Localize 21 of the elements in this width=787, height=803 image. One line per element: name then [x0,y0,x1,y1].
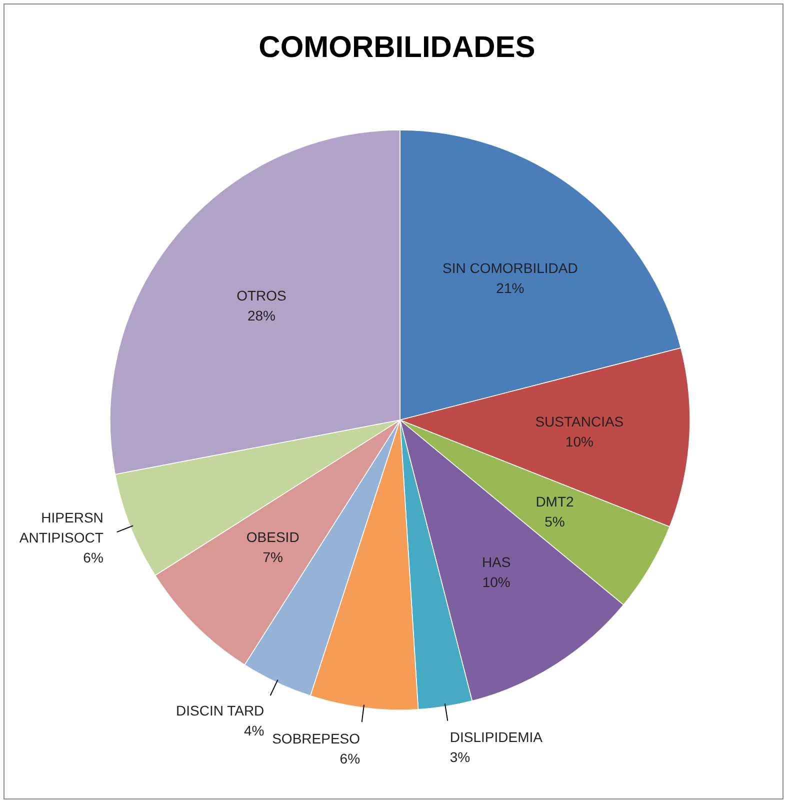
slice-label: SOBREPESO [272,730,360,746]
data-label: 4% [244,722,264,739]
slice-label: DMT2 [536,494,574,510]
data-label: 6% [83,549,104,566]
slice-label: HIPERSN ANTIPISOCT [19,509,104,546]
slice-label: SUSTANCIAS [535,413,624,430]
data-label: 10% [565,433,594,450]
data-label: 21% [496,280,524,296]
data-label: 28% [247,307,276,324]
data-label: 10% [482,574,510,590]
data-label: 3% [450,749,470,766]
slice-label: HAS [482,554,511,570]
slice-label: OBESID [246,529,300,546]
data-label: 6% [340,750,360,766]
data-label: 5% [544,514,565,530]
chart-title: COMORBILIDADES [258,31,536,64]
slice-label: DISLIPIDEMIA [450,729,544,746]
data-label: 7% [262,549,283,566]
slice-label: DISCIN TARD [176,702,264,719]
slice-label: OTROS [236,287,286,304]
slice-label: SIN COMORBILIDAD [442,260,578,276]
